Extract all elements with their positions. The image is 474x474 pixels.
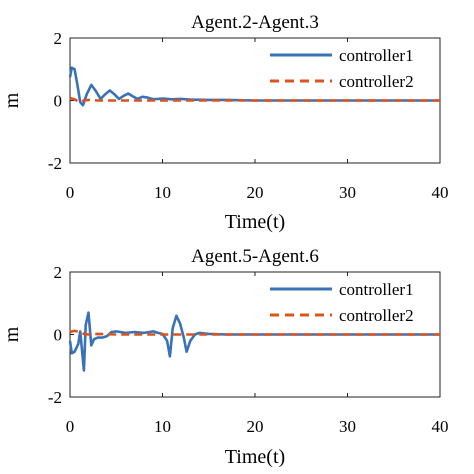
y-tick-label: -2 [48, 154, 62, 173]
legend-label: controller2 [339, 72, 414, 91]
x-tick-label: 20 [247, 417, 264, 436]
x-tick-label: 30 [339, 183, 356, 202]
x-axis-label: Time(t) [225, 211, 285, 233]
y-tick-label: 2 [54, 29, 63, 48]
legend-box [264, 278, 436, 330]
y-axis-label: m [1, 92, 23, 108]
series-line-controller2 [69, 96, 440, 104]
legend-box [264, 44, 436, 96]
x-tick-label: 40 [432, 417, 449, 436]
y-tick-label: 0 [54, 326, 63, 345]
legend: controller1 controller2 [264, 278, 436, 330]
x-tick-label: 20 [247, 183, 264, 202]
legend-label: controller2 [339, 306, 414, 325]
legend-label: controller1 [339, 280, 414, 299]
y-tick-label: 2 [54, 263, 63, 282]
series-line-controller2 [69, 329, 440, 336]
chart-title: Agent.5-Agent.6 [191, 246, 319, 267]
x-tick-label: 10 [154, 183, 171, 202]
x-tick-label: 30 [339, 417, 356, 436]
x-tick-label: 0 [66, 417, 75, 436]
x-tick-label: 0 [66, 183, 75, 202]
x-tick-label: 10 [154, 417, 171, 436]
x-axis-label: Time(t) [225, 446, 285, 468]
y-axis-label: m [1, 326, 23, 342]
series-line-controller1 [68, 311, 440, 372]
chart-panel-2: Agent.5-Agent.60 10 20 30 4020-2Time(t)mcont… [1, 246, 449, 468]
chart-title: Agent.2-Agent.3 [191, 12, 319, 33]
chart-panel-1: Agent.2-Agent.30 10 20 30 4020-2Time(t)mcont… [1, 12, 449, 233]
legend-label: controller1 [339, 46, 414, 65]
series-line-controller1 [68, 66, 440, 107]
y-tick-label: -2 [48, 388, 62, 407]
x-tick-label: 40 [432, 183, 449, 202]
legend: controller1 controller2 [264, 44, 436, 96]
y-tick-label: 0 [54, 92, 63, 111]
